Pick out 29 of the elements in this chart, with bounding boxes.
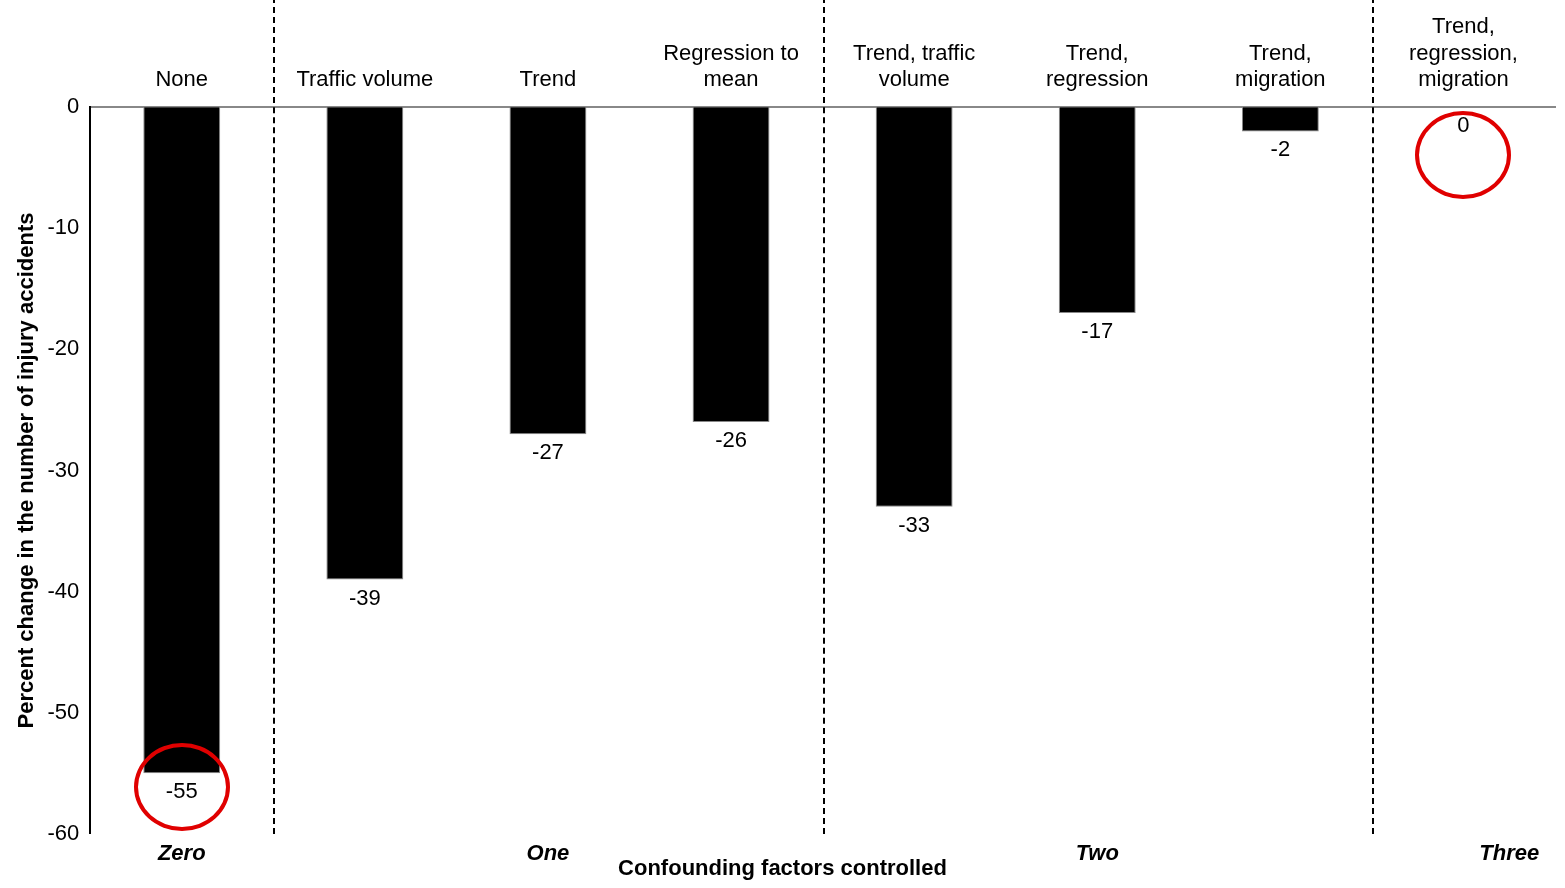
data-label: -2 xyxy=(1270,136,1291,162)
y-axis-title: Percent change in the number of injury accidents xyxy=(13,212,39,729)
text: Three xyxy=(1479,839,1540,866)
x-tick-label: Trend, migration xyxy=(1235,39,1326,92)
x-tick-label: Traffic volume xyxy=(296,66,434,92)
y-tick-label: -30 xyxy=(47,456,80,482)
text: Two xyxy=(1075,839,1119,866)
x-tick-label: Trend, traffic volume xyxy=(853,39,976,92)
data-label: -33 xyxy=(898,511,931,537)
x-tick-label: Trend, regression xyxy=(1045,39,1149,92)
data-label: -55 xyxy=(165,778,198,804)
y-tick-label: -10 xyxy=(47,214,80,240)
text: One xyxy=(526,839,570,866)
data-label: 0 xyxy=(1457,112,1470,138)
x-tick-label: Trend xyxy=(519,66,577,92)
data-label: -27 xyxy=(532,439,564,465)
x-tick-label: None xyxy=(155,66,209,92)
y-tick-label: -20 xyxy=(47,335,80,361)
y-tick-label: -50 xyxy=(47,698,80,724)
y-tick-label: 0 xyxy=(66,93,80,119)
y-tick-label: -60 xyxy=(47,819,80,845)
x-tick-label: Trend, regression, migration xyxy=(1409,13,1518,92)
x-axis-title: Confounding factors controlled xyxy=(618,855,947,880)
y-tick-label: -40 xyxy=(47,577,80,603)
data-label: -17 xyxy=(1081,318,1114,344)
data-label: -39 xyxy=(348,584,381,610)
text: Zero xyxy=(157,839,206,866)
x-tick-label: Regression to mean xyxy=(663,39,799,92)
data-label: -26 xyxy=(715,427,747,453)
